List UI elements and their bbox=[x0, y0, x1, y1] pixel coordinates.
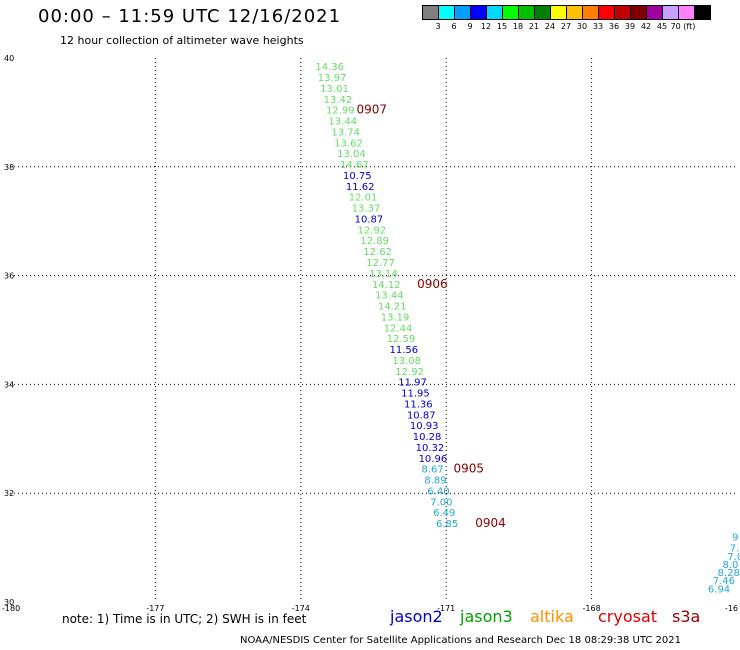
wave-height-label: 13.19 bbox=[381, 312, 410, 323]
wave-height-label: 10.87 bbox=[407, 410, 436, 421]
x-tick-label: -168 bbox=[583, 604, 601, 613]
y-tick-label: 40 bbox=[4, 54, 14, 63]
wave-height-label: 11.62 bbox=[346, 182, 375, 193]
y-tick-label: 30 bbox=[4, 598, 14, 607]
wave-height-label: 6.85 bbox=[436, 519, 458, 530]
x-tick-label: -174 bbox=[292, 604, 310, 613]
wave-height-label: 13.14 bbox=[369, 269, 398, 280]
scale-label: 3 bbox=[435, 22, 441, 31]
legend-jason2: jason2 bbox=[390, 607, 443, 626]
y-tick-label: 38 bbox=[4, 163, 14, 172]
y-tick-label: 34 bbox=[4, 380, 14, 389]
wave-height-label: 12.92 bbox=[358, 225, 387, 236]
scale-label: 21 bbox=[528, 22, 540, 31]
x-tick-label: -16 bbox=[725, 604, 738, 613]
wave-height-label: 8.0 bbox=[722, 560, 738, 571]
wave-height-label: 13.01 bbox=[320, 84, 349, 95]
scale-label: 27 bbox=[560, 22, 572, 31]
wave-height-label: 12.62 bbox=[363, 247, 392, 258]
wave-height-label: 12.99 bbox=[326, 106, 355, 117]
y-tick-label: 32 bbox=[4, 489, 14, 498]
time-annotation: 0907 bbox=[357, 103, 388, 117]
legend-cryosat: cryosat bbox=[598, 607, 658, 626]
wave-height-label: 13.62 bbox=[334, 138, 363, 149]
note-text: note: 1) Time is in UTC; 2) SWH is in fe… bbox=[62, 612, 307, 626]
wave-height-label: 6.94 bbox=[708, 584, 730, 595]
wave-height-label: 13.74 bbox=[331, 127, 360, 138]
x-tick-label: -177 bbox=[146, 604, 164, 613]
legend-s3a: s3a bbox=[672, 607, 701, 626]
wave-height-label: 9 bbox=[732, 533, 738, 544]
legend-jason3: jason3 bbox=[460, 607, 513, 626]
scale-label: 45 bbox=[656, 22, 668, 31]
wave-height-label: 7. bbox=[730, 544, 740, 555]
scale-swatch bbox=[694, 5, 711, 20]
scale-label: 30 bbox=[576, 22, 588, 31]
wave-height-label: 13.97 bbox=[318, 73, 347, 84]
scale-label: 39 bbox=[624, 22, 636, 31]
wave-height-label: 7.0 bbox=[727, 552, 740, 563]
chart-subtitle: 12 hour collection of altimeter wave hei… bbox=[60, 34, 304, 47]
wave-height-label: 12.44 bbox=[384, 323, 413, 334]
wave-height-label: 10.28 bbox=[413, 432, 442, 443]
footer-credit: NOAA/NESDIS Center for Satellite Applica… bbox=[240, 635, 682, 646]
wave-height-label: 12.59 bbox=[387, 334, 416, 345]
scale-label: 12 bbox=[480, 22, 492, 31]
scale-label: 42 bbox=[640, 22, 652, 31]
scale-label: 9 bbox=[467, 22, 473, 31]
wave-height-label: 13.44 bbox=[328, 117, 357, 128]
wave-height-label: 10.96 bbox=[419, 454, 448, 465]
scale-label: 18 bbox=[512, 22, 524, 31]
legend-altika: altika bbox=[530, 607, 574, 626]
scale-label: 15 bbox=[496, 22, 508, 31]
wave-height-label: 8.89 bbox=[424, 476, 446, 487]
x-tick-label: -171 bbox=[437, 604, 455, 613]
scale-label: 6 bbox=[451, 22, 457, 31]
wave-height-label: 10.87 bbox=[355, 214, 384, 225]
wave-height-label: 6.49 bbox=[433, 508, 455, 519]
scale-label: 36 bbox=[608, 22, 620, 31]
x-tick-label: -180 bbox=[2, 604, 20, 613]
wave-height-label: 12.92 bbox=[395, 367, 424, 378]
wave-height-label: 13.42 bbox=[324, 95, 353, 106]
wave-height-label: 14.12 bbox=[372, 280, 401, 291]
wave-height-label: 14.36 bbox=[315, 62, 344, 73]
wave-height-label: 11.56 bbox=[389, 345, 418, 356]
scale-label: 24 bbox=[544, 22, 556, 31]
wave-height-label: 6.40 bbox=[427, 486, 449, 497]
color-scale bbox=[422, 5, 711, 20]
wave-height-label: 11.36 bbox=[404, 399, 433, 410]
wave-height-label: 13.08 bbox=[392, 356, 421, 367]
scale-label: 70 (ft) bbox=[670, 22, 696, 31]
wave-height-label: 12.89 bbox=[360, 236, 389, 247]
wave-height-label: 10.75 bbox=[343, 171, 372, 182]
wave-height-label: 13.44 bbox=[375, 291, 404, 302]
wave-height-label: 12.77 bbox=[366, 258, 395, 269]
wave-height-label: 11.97 bbox=[398, 378, 427, 389]
time-annotation: 0906 bbox=[417, 277, 448, 291]
wave-height-label: 11.95 bbox=[401, 389, 430, 400]
wave-height-label: 8.28 bbox=[718, 568, 740, 579]
wave-height-label: 13.04 bbox=[337, 149, 366, 160]
wave-height-label: 14.21 bbox=[378, 302, 407, 313]
scale-label: 33 bbox=[592, 22, 604, 31]
wave-height-label: 7.00 bbox=[430, 497, 452, 508]
wave-height-label: 10.32 bbox=[416, 443, 445, 454]
chart-title: 00:00 – 11:59 UTC 12/16/2021 bbox=[38, 6, 342, 27]
time-annotation: 0905 bbox=[453, 462, 484, 476]
wave-height-label: 10.93 bbox=[410, 421, 439, 432]
y-tick-label: 36 bbox=[4, 272, 14, 281]
wave-height-label: 7.46 bbox=[713, 576, 735, 587]
wave-height-label: 8.67 bbox=[421, 465, 443, 476]
wave-height-label: 13.37 bbox=[352, 204, 381, 215]
time-annotation: 0904 bbox=[475, 516, 506, 530]
wave-height-label: 14.67 bbox=[340, 160, 369, 171]
wave-height-label: 12.01 bbox=[349, 193, 378, 204]
